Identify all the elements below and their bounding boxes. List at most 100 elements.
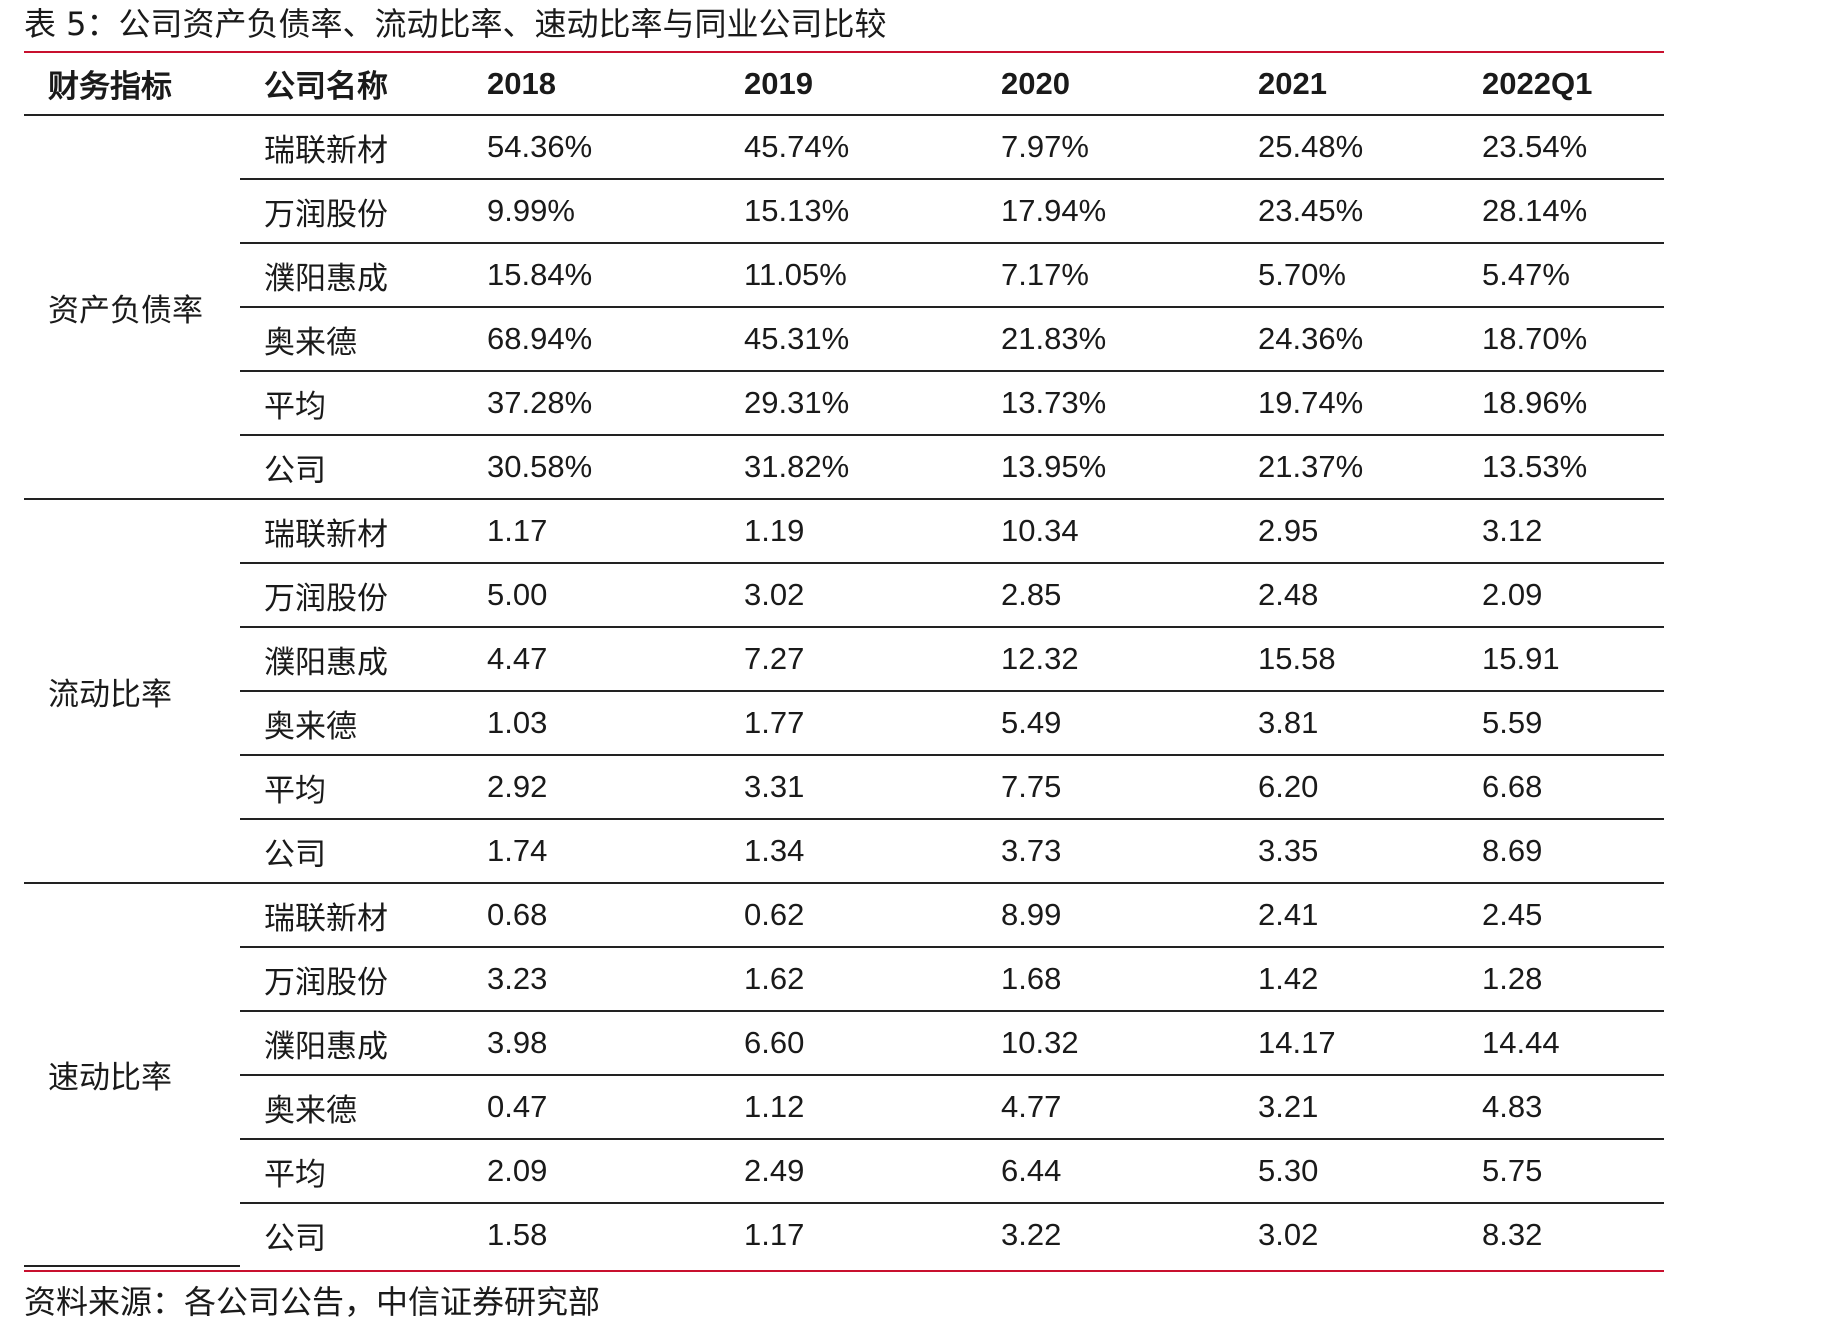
- value-cell: 15.58: [1234, 627, 1458, 692]
- table-row: 资产负债率 瑞联新材 54.36% 45.74% 7.97% 25.48% 23.54%: [24, 115, 1664, 500]
- value-cell: 2.09: [1458, 563, 1664, 628]
- value-cell: 13.73%: [977, 371, 1234, 436]
- value-cell: 4.47: [463, 627, 720, 692]
- table-row: 平均 37.28% 29.31% 13.73% 19.74% 18.96%: [24, 371, 1664, 436]
- value-cell: 2.92: [463, 755, 720, 820]
- table-row: 濮阳惠成 15.84% 11.05% 7.17% 5.70% 5.47%: [24, 243, 1664, 308]
- company-name-cell: 奥来德: [240, 1075, 463, 1140]
- value-cell: 23.54%: [1458, 115, 1664, 180]
- value-cell: 2.95: [1234, 499, 1458, 564]
- company-name-cell: 平均: [240, 371, 463, 436]
- value-cell: 3.21: [1234, 1075, 1458, 1140]
- table-row: 速动比率 瑞联新材 0.68 0.62 8.99 2.41 2.45: [24, 883, 1664, 1267]
- bottom-red-rule: [24, 1270, 1664, 1272]
- value-cell: 5.75: [1458, 1139, 1664, 1204]
- value-cell: 0.68: [463, 883, 720, 948]
- value-cell: 8.69: [1458, 819, 1664, 884]
- value-cell: 1.34: [720, 819, 977, 884]
- value-cell: 15.13%: [720, 179, 977, 244]
- value-cell: 18.70%: [1458, 307, 1664, 372]
- value-cell: 3.98: [463, 1011, 720, 1076]
- header-metric: 财务指标: [24, 53, 240, 116]
- value-cell: 21.37%: [1234, 435, 1458, 500]
- value-cell: 17.94%: [977, 179, 1234, 244]
- company-name-cell: 公司: [240, 819, 463, 884]
- value-cell: 5.30: [1234, 1139, 1458, 1204]
- company-name-cell: 濮阳惠成: [240, 1011, 463, 1076]
- company-name-cell: 瑞联新材: [240, 883, 463, 948]
- header-company: 公司名称: [240, 53, 463, 116]
- table-caption: 表 5：公司资产负债率、流动比率、速动比率与同业公司比较: [24, 5, 887, 43]
- value-cell: 3.31: [720, 755, 977, 820]
- value-cell: 5.59: [1458, 691, 1664, 756]
- company-name-cell: 奥来德: [240, 307, 463, 372]
- company-name-cell: 瑞联新材: [240, 499, 463, 564]
- table-row: 万润股份 3.23 1.62 1.68 1.42 1.28: [24, 947, 1664, 1012]
- company-name-cell: 公司: [240, 435, 463, 500]
- metric-group-label: 流动比率: [24, 499, 240, 884]
- value-cell: 6.20: [1234, 755, 1458, 820]
- value-cell: 1.12: [720, 1075, 977, 1140]
- value-cell: 29.31%: [720, 371, 977, 436]
- header-2020: 2020: [977, 53, 1234, 116]
- value-cell: 1.19: [720, 499, 977, 564]
- value-cell: 14.17: [1234, 1011, 1458, 1076]
- value-cell: 1.17: [463, 499, 720, 564]
- value-cell: 13.95%: [977, 435, 1234, 500]
- value-cell: 10.32: [977, 1011, 1234, 1076]
- metric-group-label: 资产负债率: [24, 115, 240, 500]
- value-cell: 7.75: [977, 755, 1234, 820]
- value-cell: 11.05%: [720, 243, 977, 308]
- company-name-cell: 万润股份: [240, 563, 463, 628]
- value-cell: 7.27: [720, 627, 977, 692]
- value-cell: 1.68: [977, 947, 1234, 1012]
- value-cell: 68.94%: [463, 307, 720, 372]
- value-cell: 5.70%: [1234, 243, 1458, 308]
- value-cell: 15.91: [1458, 627, 1664, 692]
- table-row: 流动比率 瑞联新材 1.17 1.19 10.34 2.95 3.12: [24, 499, 1664, 884]
- table-row: 万润股份 9.99% 15.13% 17.94% 23.45% 28.14%: [24, 179, 1664, 244]
- value-cell: 45.74%: [720, 115, 977, 180]
- value-cell: 5.49: [977, 691, 1234, 756]
- value-cell: 19.74%: [1234, 371, 1458, 436]
- table-row: 公司 1.58 1.17 3.22 3.02 8.32: [24, 1203, 1664, 1266]
- value-cell: 0.62: [720, 883, 977, 948]
- value-cell: 1.77: [720, 691, 977, 756]
- value-cell: 6.60: [720, 1011, 977, 1076]
- value-cell: 37.28%: [463, 371, 720, 436]
- value-cell: 24.36%: [1234, 307, 1458, 372]
- value-cell: 1.42: [1234, 947, 1458, 1012]
- table-row: 奥来德 1.03 1.77 5.49 3.81 5.59: [24, 691, 1664, 756]
- company-name-cell: 万润股份: [240, 179, 463, 244]
- top-red-rule: [24, 51, 1664, 53]
- value-cell: 45.31%: [720, 307, 977, 372]
- value-cell: 12.32: [977, 627, 1234, 692]
- value-cell: 2.48: [1234, 563, 1458, 628]
- value-cell: 1.28: [1458, 947, 1664, 1012]
- value-cell: 8.99: [977, 883, 1234, 948]
- table-row: 濮阳惠成 4.47 7.27 12.32 15.58 15.91: [24, 627, 1664, 692]
- table-body: 资产负债率 瑞联新材 54.36% 45.74% 7.97% 25.48% 23.54% 万润…: [24, 115, 1664, 1267]
- company-name-cell: 瑞联新材: [240, 115, 463, 180]
- value-cell: 21.83%: [977, 307, 1234, 372]
- value-cell: 28.14%: [1458, 179, 1664, 244]
- table-row: 奥来德 0.47 1.12 4.77 3.21 4.83: [24, 1075, 1664, 1140]
- header-row: 财务指标 公司名称 2018 2019 2020 2021 2022Q1: [24, 53, 1664, 116]
- value-cell: 3.23: [463, 947, 720, 1012]
- value-cell: 15.84%: [463, 243, 720, 308]
- table-row: 奥来德 68.94% 45.31% 21.83% 24.36% 18.70%: [24, 307, 1664, 372]
- table-row: 万润股份 5.00 3.02 2.85 2.48 2.09: [24, 563, 1664, 628]
- value-cell: 1.17: [744, 1217, 805, 1252]
- source-note: 资料来源：各公司公告，中信证券研究部: [24, 1283, 601, 1321]
- table-row: 公司 30.58% 31.82% 13.95% 21.37% 13.53%: [24, 435, 1664, 500]
- value-cell: 54.36%: [463, 115, 720, 180]
- value-cell: 0.47: [463, 1075, 720, 1140]
- company-name-cell: 濮阳惠成: [240, 243, 463, 308]
- value-cell: 8.32: [1482, 1217, 1543, 1252]
- metric-group-label: 速动比率: [24, 883, 240, 1267]
- value-cell: 3.02: [720, 563, 977, 628]
- company-name-cell: 平均: [240, 755, 463, 820]
- value-cell: 9.99%: [463, 179, 720, 244]
- value-cell: 2.45: [1458, 883, 1664, 948]
- table-row: 平均 2.92 3.31 7.75 6.20 6.68: [24, 755, 1664, 820]
